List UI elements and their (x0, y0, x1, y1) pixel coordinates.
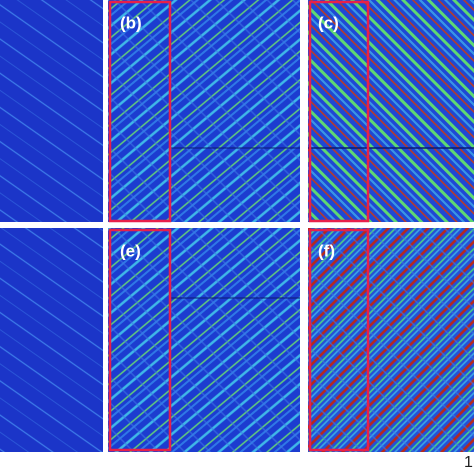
panel-label: (f) (318, 241, 335, 260)
highlight-box (108, 228, 172, 452)
panel-e-texture (108, 228, 300, 452)
panel-label: (c) (318, 13, 339, 32)
highlight-box (308, 0, 370, 223)
panel-d (0, 228, 103, 452)
panel-f-texture (308, 228, 474, 452)
highlight-box (308, 228, 370, 452)
panel-b-texture (108, 0, 300, 222)
panel-c-texture (308, 0, 474, 222)
panel-a (0, 0, 103, 222)
panel-label: (b) (120, 13, 142, 32)
highlight-box (108, 0, 172, 223)
corner-text: 1 (464, 454, 473, 471)
panel-label: (e) (120, 241, 141, 260)
